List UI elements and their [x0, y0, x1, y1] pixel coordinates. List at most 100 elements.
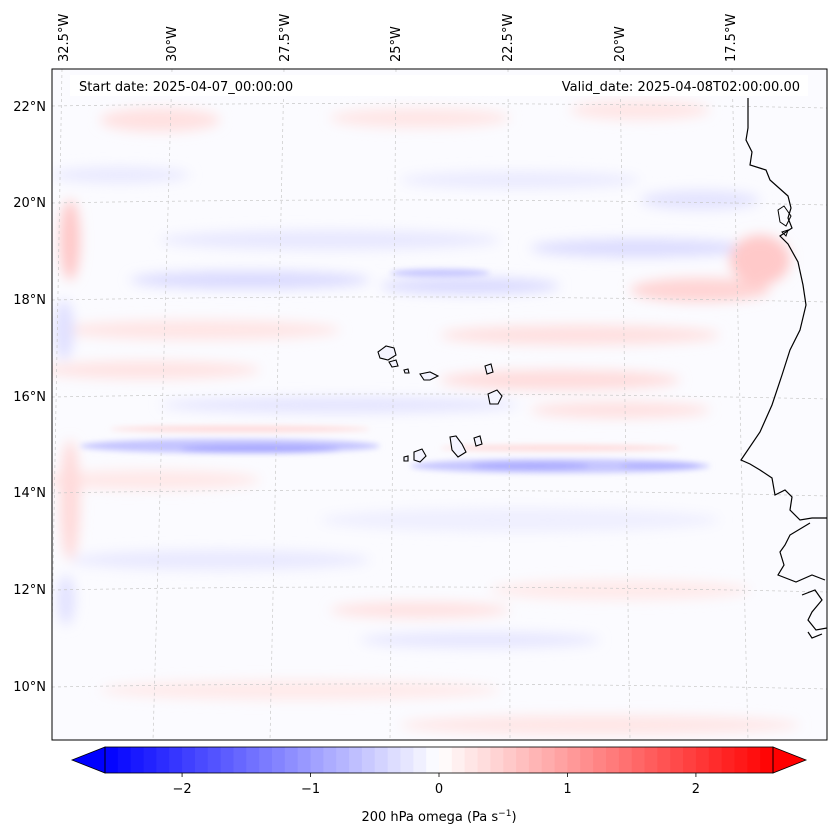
omega-field	[52, 69, 827, 740]
colorbar-step	[220, 747, 235, 773]
start-date: Start date: 2025-04-07_00:00:00	[79, 80, 293, 95]
omega-shading	[52, 100, 800, 735]
colorbar-step	[670, 747, 684, 773]
colorbar-step	[721, 747, 736, 773]
lat-label: 12°N	[13, 583, 46, 598]
colorbar-step	[361, 747, 376, 773]
colorbar-step	[182, 747, 196, 773]
island-boa-vista	[487, 389, 503, 405]
colorbar-step	[207, 747, 222, 773]
lon-label: 27.5°W	[278, 14, 293, 62]
colorbar-tick-label: −2	[172, 782, 191, 797]
lat-label: 20°N	[13, 196, 46, 211]
colorbar-step	[606, 747, 620, 773]
colorbar-step	[477, 747, 491, 773]
colorbar-step	[631, 747, 646, 773]
colorbar-step	[323, 747, 337, 773]
colorbar-tick-label: −1	[301, 782, 320, 797]
island-sao-nicolau	[419, 371, 440, 381]
lat-label: 14°N	[13, 486, 46, 501]
colorbar-steps	[105, 747, 774, 773]
colorbar-step	[516, 747, 530, 773]
colorbar-tick-label: 1	[563, 782, 571, 797]
lon-label: 17.5°W	[724, 14, 739, 62]
colorbar-step	[734, 747, 748, 773]
colorbar-step	[760, 747, 774, 773]
lon-label: 30°W	[165, 26, 180, 62]
colorbar-tick-label: 2	[692, 782, 700, 797]
colorbar-step	[400, 747, 414, 773]
colorbar-step	[528, 747, 543, 773]
colorbar-step	[374, 747, 389, 773]
colorbar-step	[451, 747, 466, 773]
lon-label: 25°W	[389, 26, 404, 62]
colorbar-step	[593, 747, 607, 773]
colorbar-tick-label: 0	[435, 782, 443, 797]
lat-label: 10°N	[13, 680, 46, 695]
colorbar-step	[272, 747, 286, 773]
colorbar-step	[413, 747, 427, 773]
lon-label: 22.5°W	[501, 14, 516, 62]
colorbar-step	[117, 747, 132, 773]
valid-date: Valid_date: 2025-04-08T02:00:00.00	[562, 80, 800, 95]
colorbar-step	[567, 747, 581, 773]
omega-blue-band	[80, 269, 710, 473]
colorbar-step	[747, 747, 761, 773]
colorbar-ticks: −2 −1 0 1 2	[172, 773, 700, 797]
colorbar-step	[657, 747, 671, 773]
island-brava	[403, 455, 409, 462]
colorbar-step	[618, 747, 633, 773]
colorbar-step	[644, 747, 658, 773]
lat-label: 22°N	[13, 100, 46, 115]
colorbar-step	[503, 747, 517, 773]
colorbar-step	[387, 747, 402, 773]
colorbar-step	[490, 747, 504, 773]
colorbar-step	[233, 747, 247, 773]
colorbar-step	[259, 747, 273, 773]
colorbar: −2 −1 0 1 2 200 hPa omega (Pa s−1)	[70, 746, 808, 825]
lat-label: 18°N	[13, 293, 46, 308]
colorbar-step	[156, 747, 170, 773]
colorbar-step	[310, 747, 324, 773]
colorbar-step	[708, 747, 723, 773]
colorbar-step	[169, 747, 183, 773]
colorbar-step	[349, 747, 363, 773]
lat-label: 16°N	[13, 390, 46, 405]
colorbar-step	[143, 747, 157, 773]
lon-label: 32.5°W	[57, 14, 72, 62]
colorbar-step	[554, 747, 569, 773]
colorbar-step	[297, 747, 312, 773]
colorbar-min-extend	[70, 746, 106, 774]
cape-verde-islands	[377, 345, 503, 463]
latitude-labels: 22°N 20°N 18°N 16°N 14°N 12°N 10°N	[13, 100, 46, 695]
island-maio	[473, 435, 483, 447]
island-santo-antao	[377, 345, 397, 361]
colorbar-title: 200 hPa omega (Pa s−1)	[361, 809, 516, 825]
colorbar-step	[130, 747, 145, 773]
island-fogo	[413, 448, 427, 463]
colorbar-step	[439, 747, 453, 773]
coastline-detail	[777, 205, 792, 237]
colorbar-step	[284, 747, 299, 773]
island-santiago	[449, 435, 467, 458]
colorbar-step	[683, 747, 697, 773]
lon-label: 20°W	[613, 26, 628, 62]
island-sal	[484, 363, 494, 375]
coastline-africa	[740, 98, 827, 639]
colorbar-step	[580, 747, 594, 773]
colorbar-step	[695, 747, 710, 773]
longitude-labels: 32.5°W 30°W 27.5°W 25°W 22.5°W 20°W 17.5…	[57, 14, 739, 62]
date-banner	[70, 75, 808, 96]
colorbar-step	[541, 747, 556, 773]
colorbar-step	[336, 747, 350, 773]
colorbar-step	[246, 747, 260, 773]
colorbar-step	[105, 747, 119, 773]
colorbar-step	[426, 747, 440, 773]
colorbar-step	[194, 747, 209, 773]
colorbar-step	[464, 747, 479, 773]
graticule	[52, 69, 827, 740]
island-sao-vicente	[388, 359, 399, 368]
island-santa-luzia	[403, 368, 410, 374]
map-frame	[51, 68, 828, 741]
